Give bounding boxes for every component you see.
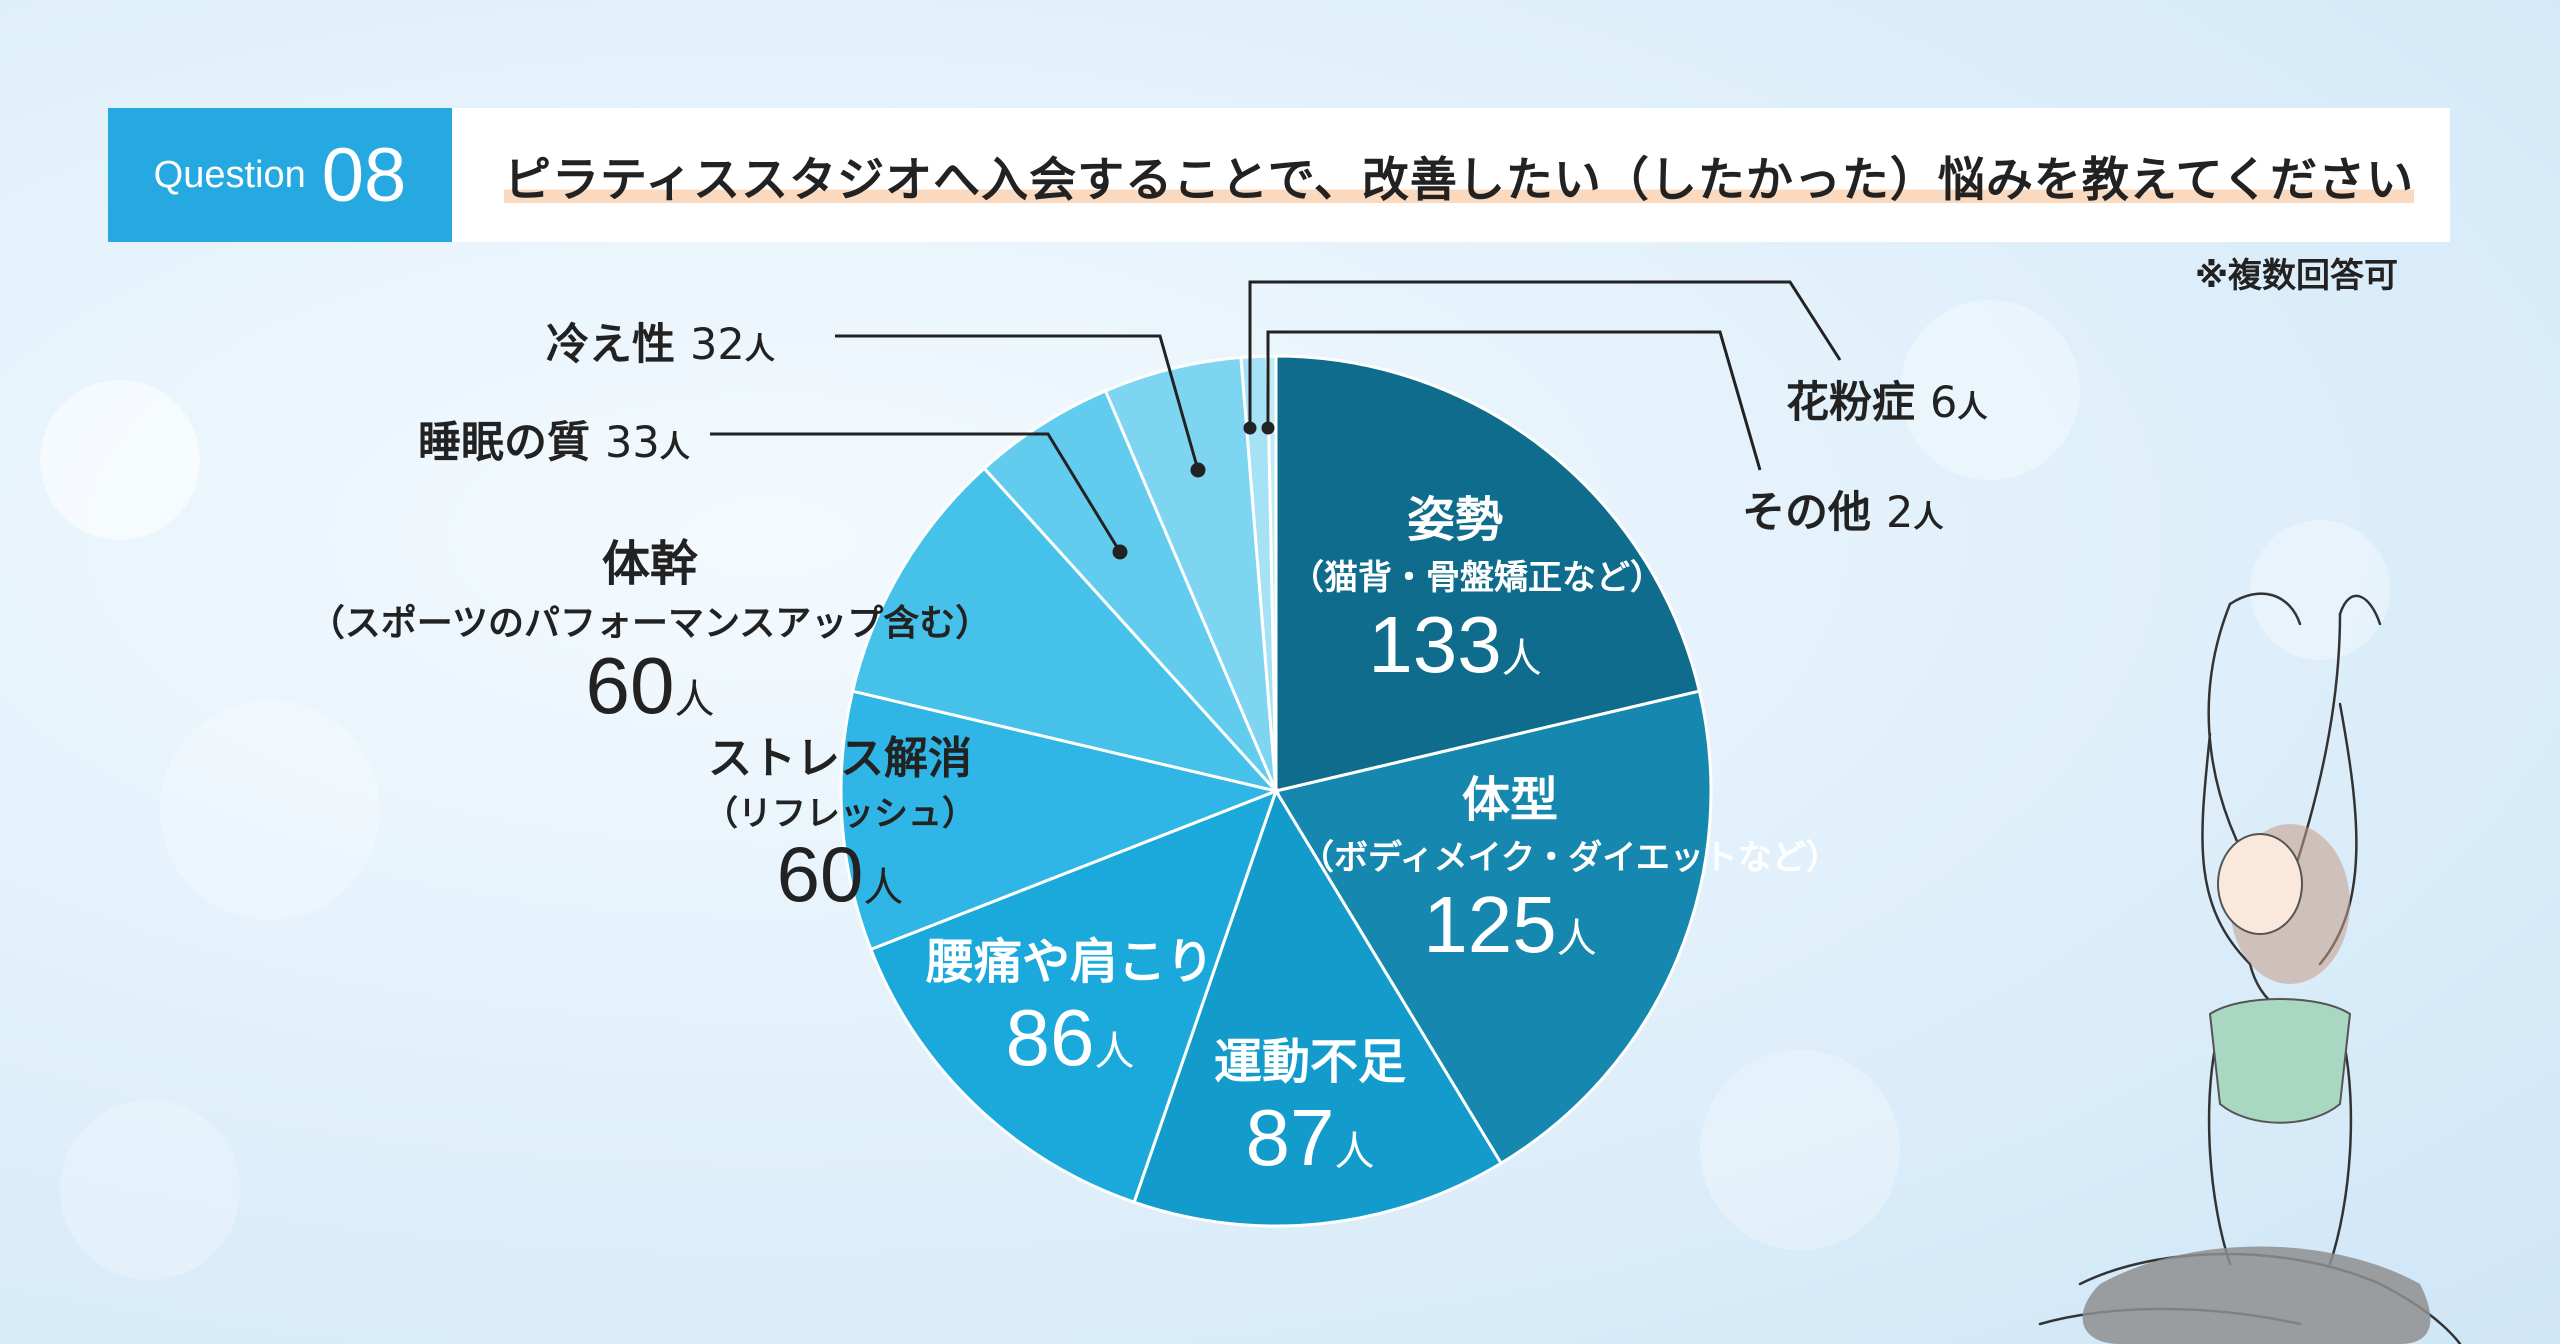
slice-label-posture: 姿勢 （猫背・骨盤矯正など） 133人	[1290, 480, 1664, 691]
slice-label-hayfever: 花粉症 6人	[1786, 368, 1987, 430]
leader-line-sleep	[710, 432, 1122, 553]
slice-name-backpain: 腰痛や肩こり	[925, 934, 1214, 990]
leader-line-hayfever	[1248, 280, 1842, 428]
slice-value-hayfever: 6	[1929, 378, 1958, 428]
pie-slice-7	[1103, 355, 1278, 792]
slice-unit-stress: 人	[863, 866, 904, 910]
slice-name-stress: ストレス解消	[708, 733, 972, 784]
slice-name-other: その他	[1742, 488, 1871, 538]
pie-slice-3	[868, 788, 1279, 1205]
slice-unit-other: 人	[1913, 500, 1944, 535]
leader-dot-cold	[1190, 462, 1206, 478]
top-clothing	[2208, 998, 2352, 1124]
slice-label-cold: 冷え性 32人	[546, 310, 775, 372]
slice-unit-hayfever: 人	[1957, 390, 1988, 425]
slice-value-core: 60	[585, 641, 675, 730]
slice-label-other: その他 2人	[1742, 478, 1943, 540]
slice-value-cold: 32	[689, 320, 745, 370]
question-text: ピラティススタジオへ入会することで、改善したい（したかった）悩みを教えてください	[504, 140, 2415, 210]
pie-slice-1	[1273, 689, 1713, 1166]
pie-slice-0	[1274, 354, 1702, 793]
multiple-answer-note: ※複数回答可	[2194, 256, 2398, 296]
slice-label-exercise: 運動不足 87人	[1190, 1022, 1430, 1184]
leader-line-other	[1266, 330, 1762, 471]
slice-value-posture: 133	[1368, 600, 1502, 689]
slice-sub-posture: （猫背・骨盤矯正など）	[1290, 558, 1664, 598]
question-number: 08	[321, 132, 407, 218]
slice-value-backpain: 86	[1005, 993, 1095, 1082]
pie-slice-2	[1132, 787, 1504, 1228]
question-badge: Question 08	[108, 108, 452, 242]
slice-unit-backpain: 人	[1094, 1030, 1135, 1074]
slice-sub-body: （ボディメイク・ダイエットなど）	[1300, 838, 1840, 878]
slice-name-body: 体型	[1461, 772, 1558, 828]
slice-unit-core: 人	[674, 678, 715, 722]
slice-name-hayfever: 花粉症	[1786, 378, 1915, 428]
slice-value-exercise: 87	[1245, 1093, 1335, 1182]
yoga-woman-illustration	[2038, 592, 2462, 1344]
question-label: Question	[153, 153, 306, 196]
question-bar: ピラティススタジオへ入会することで、改善したい（したかった）悩みを教えてください	[452, 108, 2450, 242]
leader-dot-other	[1261, 421, 1275, 435]
slice-label-backpain: 腰痛や肩こり 86人	[900, 922, 1240, 1084]
slice-unit-exercise: 人	[1334, 1130, 1375, 1174]
slice-unit-sleep: 人	[659, 430, 690, 465]
slice-name-cold: 冷え性	[546, 320, 675, 370]
slice-value-other: 2	[1885, 488, 1914, 538]
slice-unit-posture: 人	[1501, 637, 1542, 681]
slice-label-stress: ストレス解消 （リフレッシュ） 60人	[690, 722, 990, 913]
pie-slice-6	[982, 388, 1278, 793]
leader-dot-hayfever	[1243, 421, 1257, 435]
slice-name-posture: 姿勢	[1406, 492, 1503, 548]
slice-name-sleep: 睡眠の質	[418, 418, 590, 468]
slice-unit-cold: 人	[744, 332, 775, 367]
slice-label-sleep: 睡眠の質 33人	[418, 408, 690, 470]
slice-value-stress: 60	[776, 830, 864, 918]
slice-sub-stress: （リフレッシュ）	[704, 794, 976, 834]
slice-value-sleep: 33	[604, 418, 660, 468]
leader-line-cold	[835, 334, 1200, 471]
slice-name-exercise: 運動不足	[1213, 1034, 1406, 1090]
slice-label-body: 体型 （ボディメイク・ダイエットなど） 125人	[1300, 760, 1840, 971]
face-shape	[2217, 833, 2303, 935]
slice-unit-body: 人	[1556, 917, 1597, 961]
pie-slice-5	[850, 466, 1281, 794]
slice-sub-core: （スポーツのパフォーマンスアップ含む）	[308, 603, 992, 644]
slice-name-core: 体幹	[601, 536, 698, 592]
slice-label-core: 体幹 （スポーツのパフォーマンスアップ含む） 60人	[270, 524, 1030, 726]
leader-dot-sleep	[1112, 544, 1128, 560]
slice-value-body: 125	[1423, 880, 1557, 969]
pie-slice-4	[839, 689, 1282, 952]
pants-clothing	[2082, 1246, 2431, 1344]
